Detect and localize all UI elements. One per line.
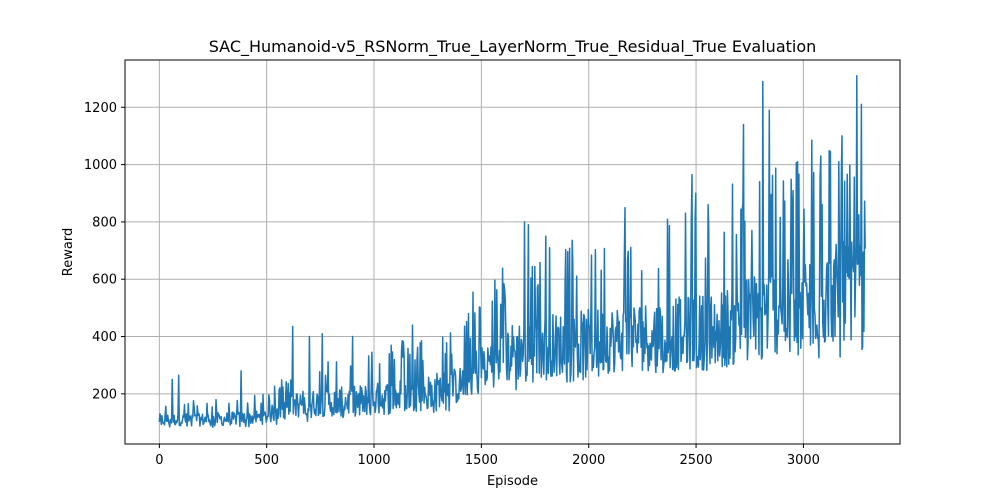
y-axis: 200 400 600 800 1000 1200: [84, 101, 125, 402]
y-tick-label: 800: [92, 215, 117, 230]
x-tick-label: 3000: [787, 453, 820, 468]
x-axis-title: Episode: [487, 474, 538, 489]
y-tick-label: 1200: [84, 101, 117, 116]
x-tick-label: 2500: [680, 453, 713, 468]
y-tick-label: 600: [92, 273, 117, 288]
y-tick-label: 400: [92, 330, 117, 345]
reward-line: [158, 75, 866, 429]
x-tick-label: 1500: [465, 453, 498, 468]
x-axis: 0 500 1000 1500 2000 2500 3000: [155, 444, 820, 468]
x-tick-label: 2000: [572, 453, 605, 468]
y-axis-title: Reward: [61, 228, 76, 276]
reward-series: [158, 75, 866, 429]
y-tick-label: 200: [92, 387, 117, 402]
y-tick-label: 1000: [84, 158, 117, 173]
chart-title: SAC_Humanoid-v5_RSNorm_True_LayerNorm_Tr…: [209, 37, 817, 57]
x-tick-label: 500: [254, 453, 279, 468]
plot-frame: [124, 59, 901, 445]
x-tick-label: 1000: [357, 453, 390, 468]
x-tick-label: 0: [155, 453, 163, 468]
